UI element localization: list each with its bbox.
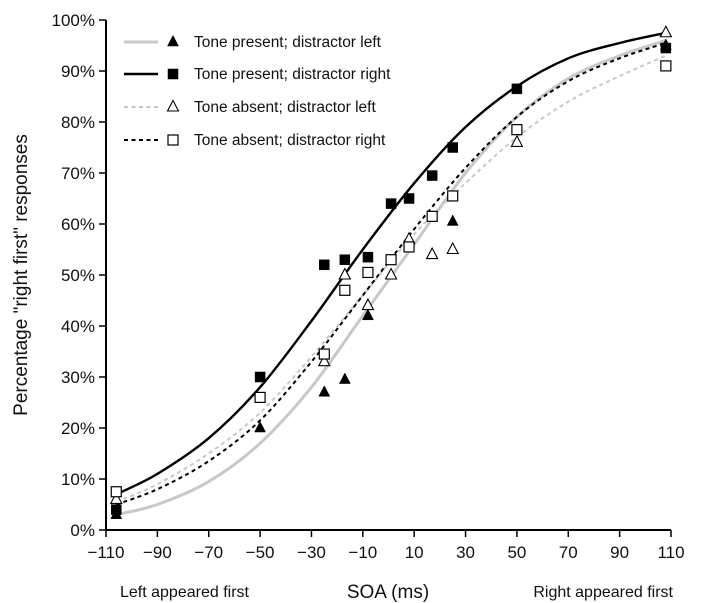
data-point-series-2 (254, 371, 266, 383)
data-point-series-3 (109, 491, 123, 504)
data-point-series-4 (511, 124, 523, 136)
legend-label-1: Tone present; distractor left (194, 34, 382, 51)
data-point-series-4 (339, 284, 351, 296)
x-tick-label: −110 (87, 543, 124, 562)
data-point-series-4 (403, 241, 415, 253)
x-tick-label: 50 (507, 543, 526, 562)
data-point-series-4 (447, 190, 459, 202)
data-point-series-4 (660, 60, 672, 72)
legend-marker-3 (166, 99, 180, 112)
data-point-series-1 (446, 214, 459, 226)
data-point-series-3 (446, 241, 460, 255)
y-tick-label: 10% (61, 470, 95, 489)
data-point-series-1 (338, 372, 351, 384)
data-point-series-2 (447, 142, 458, 153)
fit-curves (115, 31, 667, 517)
x-tick-label: 110 (657, 543, 684, 562)
data-point-series-2 (111, 504, 122, 515)
legend-marker-2 (167, 68, 179, 80)
fit-curve-3 (115, 54, 667, 503)
right-first-note: Right appeared first (533, 584, 673, 601)
x-tick-label: 10 (405, 543, 424, 562)
data-point-series-2 (385, 198, 397, 209)
data-point-series-2 (426, 170, 438, 181)
data-point-series-4 (362, 266, 374, 279)
fit-curve-1 (115, 38, 667, 517)
x-tick-label: 70 (559, 543, 578, 562)
legend-label-4: Tone absent; distractor right (194, 132, 386, 149)
fit-curve-4 (115, 42, 667, 506)
data-point-series-2 (319, 259, 330, 271)
legend-marker-1 (167, 34, 179, 47)
y-axis-title: Percentage "right first" responses (11, 134, 32, 416)
data-point-series-2 (660, 42, 672, 54)
data-point-series-4 (318, 348, 330, 360)
data-point-series-2 (403, 193, 415, 204)
data-point-series-4 (385, 254, 397, 266)
x-tick-label: −90 (143, 543, 172, 562)
x-tick-label: −30 (297, 543, 326, 562)
y-tick-label: 80% (61, 113, 95, 132)
data-point-series-1 (318, 385, 331, 397)
y-tick-label: 20% (61, 419, 95, 438)
data-point-series-3 (510, 134, 524, 147)
data-point-series-3 (384, 267, 398, 280)
y-tick-label: 100% (52, 11, 95, 30)
legend: Tone present; distractor left Tone presen… (124, 34, 391, 149)
legend-label-2: Tone present; distractor right (194, 66, 391, 83)
x-tick-label: −10 (348, 543, 377, 562)
data-point-series-4 (254, 391, 266, 403)
data-point-series-4 (426, 210, 438, 222)
fit-curve-2 (115, 31, 667, 496)
data-point-series-3 (425, 246, 439, 260)
data-point-series-3 (317, 354, 331, 367)
y-tick-label: 70% (61, 164, 95, 183)
data-point-series-4 (110, 486, 122, 498)
y-tick-label: 40% (61, 317, 95, 336)
left-first-note: Left appeared first (120, 584, 250, 601)
data-point-series-2 (339, 254, 351, 265)
ticks: 0% 10% 20% 30% 40% 50% 60% 70% 80% 90% 100% −110 −90… (52, 11, 685, 562)
y-tick-label: 50% (61, 266, 95, 285)
y-tick-label: 60% (61, 215, 95, 234)
x-tick-label: −50 (246, 543, 275, 562)
data-point-series-3 (338, 267, 352, 280)
y-tick-label: 0% (70, 521, 95, 540)
x-tick-label: 90 (610, 543, 629, 562)
legend-label-3: Tone absent; distractor left (194, 99, 376, 116)
data-point-series-1 (254, 420, 267, 433)
y-tick-label: 30% (61, 368, 95, 387)
data-point-series-3 (659, 25, 673, 38)
x-tick-label: −70 (194, 543, 223, 562)
data-point-series-1 (362, 308, 374, 321)
x-axis-title: SOA (ms) (347, 582, 429, 603)
data-point-series-2 (511, 83, 523, 95)
data-point-series-3 (361, 297, 375, 311)
x-tick-label: 30 (456, 543, 475, 562)
data-markers (109, 25, 673, 519)
y-tick-label: 90% (61, 62, 95, 81)
data-point-series-2 (362, 251, 374, 263)
legend-marker-4 (167, 134, 179, 146)
